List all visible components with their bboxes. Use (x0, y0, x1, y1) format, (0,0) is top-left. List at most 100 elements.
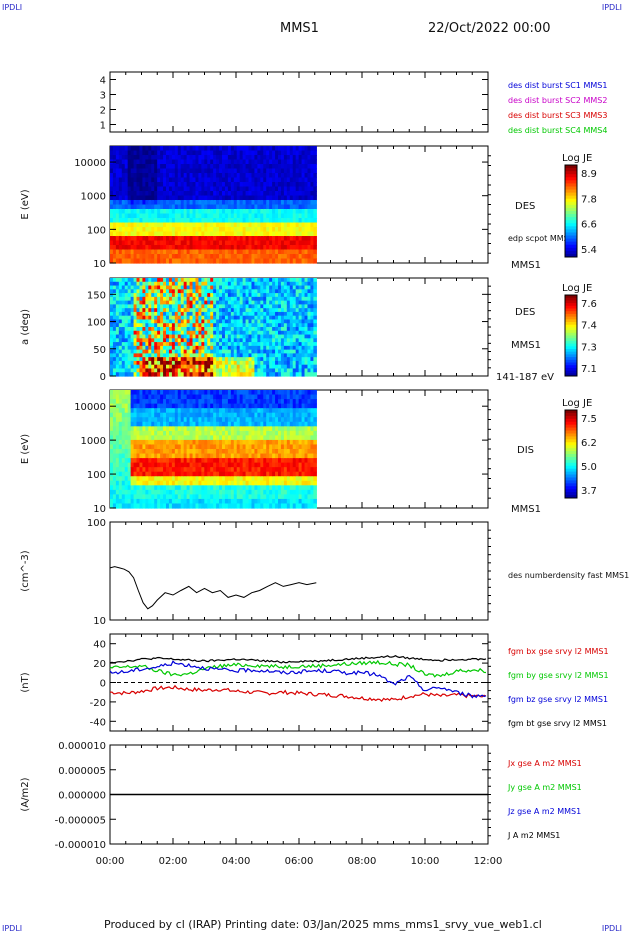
heatmap-cell (168, 342, 173, 347)
heatmap-cell (230, 334, 235, 339)
heatmap-cell (254, 327, 258, 332)
heatmap-cell (130, 467, 135, 473)
heatmap-cell (142, 293, 146, 298)
heatmap-cell (230, 342, 235, 347)
heatmap-cell (233, 236, 238, 242)
heatmap-cell (136, 195, 141, 201)
heatmap-cell (112, 311, 117, 317)
heatmap-cell (136, 408, 141, 414)
heatmap-cell (110, 417, 114, 423)
heatmap-cell (154, 213, 158, 219)
heatmap-cell (133, 231, 138, 237)
heatmap-cell (160, 204, 164, 210)
heatmap-cell (248, 173, 253, 179)
heatmap-cell (157, 458, 161, 464)
heatmap-cell (133, 349, 138, 354)
heatmap-cell (142, 278, 146, 283)
heatmap-cell (280, 168, 285, 174)
heatmap-cell (304, 209, 309, 215)
heatmap-cell (198, 390, 202, 396)
heatmap-cell (313, 308, 317, 313)
heatmap-cell (189, 349, 194, 354)
heatmap-cell (133, 338, 138, 343)
heatmap-cell (304, 278, 309, 283)
heatmap-cell (160, 300, 164, 305)
heatmap-cell (186, 164, 191, 170)
heatmap-cell (148, 489, 152, 495)
heatmap-cell (278, 300, 282, 305)
heatmap-cell (112, 338, 117, 343)
heatmap-cell (151, 372, 155, 377)
heatmap-cell (115, 236, 120, 242)
colorbar-cell (565, 232, 577, 237)
heatmap-cell (195, 489, 200, 495)
heatmap-cell (286, 330, 291, 336)
heatmap-cell (171, 498, 176, 505)
heatmap-cell (151, 311, 155, 317)
heatmap-cell (124, 285, 129, 290)
heatmap-cell (148, 338, 152, 343)
heatmap-cell (133, 372, 138, 377)
heatmap-cell (145, 159, 149, 165)
heatmap-cell (257, 204, 261, 210)
legend-entry: des dist burst SC2 MMS2 (508, 96, 607, 105)
heatmap-cell (230, 364, 235, 370)
heatmap-cell (130, 439, 135, 446)
heatmap-cell (183, 494, 188, 500)
heatmap-cell (189, 311, 194, 317)
heatmap-cell (160, 231, 164, 237)
heatmap-cell (269, 150, 273, 156)
heatmap-cell (174, 353, 179, 358)
heatmap-cell (148, 403, 152, 409)
heatmap-cell (139, 323, 144, 328)
heatmap-cell (251, 213, 256, 219)
heatmap-cell (242, 345, 247, 351)
heatmap-cell (157, 278, 161, 283)
heatmap-cell (275, 236, 279, 242)
heatmap-cell (292, 249, 297, 255)
heatmap-cell (127, 173, 132, 179)
heatmap-cell (168, 245, 173, 251)
heatmap-cell (280, 357, 285, 362)
heatmap-cell (183, 159, 188, 165)
heatmap-cell (195, 258, 200, 264)
heatmap-cell (186, 150, 191, 156)
heatmap-cell (174, 453, 179, 459)
heatmap-cell (204, 480, 208, 486)
heatmap-cell (151, 480, 155, 486)
heatmap-cell (295, 285, 300, 290)
heatmap-cell (210, 403, 214, 409)
heatmap-cell (121, 364, 126, 370)
heatmap-cell (236, 360, 241, 366)
heatmap-cell (216, 319, 220, 324)
heatmap-cell (307, 315, 312, 321)
heatmap-cell (222, 236, 226, 242)
heatmap-cell (151, 249, 155, 255)
heatmap-cell (292, 342, 297, 347)
heatmap-cell (230, 236, 235, 242)
heatmap-cell (157, 357, 161, 362)
heatmap-cell (304, 289, 309, 294)
heatmap-cell (307, 209, 312, 215)
heatmap-cell (171, 281, 176, 287)
heatmap-cell (168, 281, 173, 287)
heatmap-cell (213, 342, 217, 347)
heatmap-cell (213, 213, 217, 219)
heatmap-cell (298, 311, 303, 317)
heatmap-cell (160, 430, 164, 436)
heatmap-cell (139, 485, 144, 491)
heatmap-cell (163, 315, 167, 321)
heatmap-cell (207, 200, 211, 206)
heatmap-cell (166, 249, 170, 255)
heatmap-cell (192, 345, 197, 351)
heatmap-cell (177, 296, 182, 302)
heatmap-cell (168, 173, 173, 179)
heatmap-cell (112, 278, 117, 283)
heatmap-cell (313, 281, 317, 287)
heatmap-cell (236, 372, 241, 377)
heatmap-cell (304, 222, 309, 228)
heatmap-cell (124, 498, 129, 505)
heatmap-cell (139, 200, 144, 206)
heatmap-cell (151, 319, 155, 324)
heatmap-cell (278, 222, 282, 228)
